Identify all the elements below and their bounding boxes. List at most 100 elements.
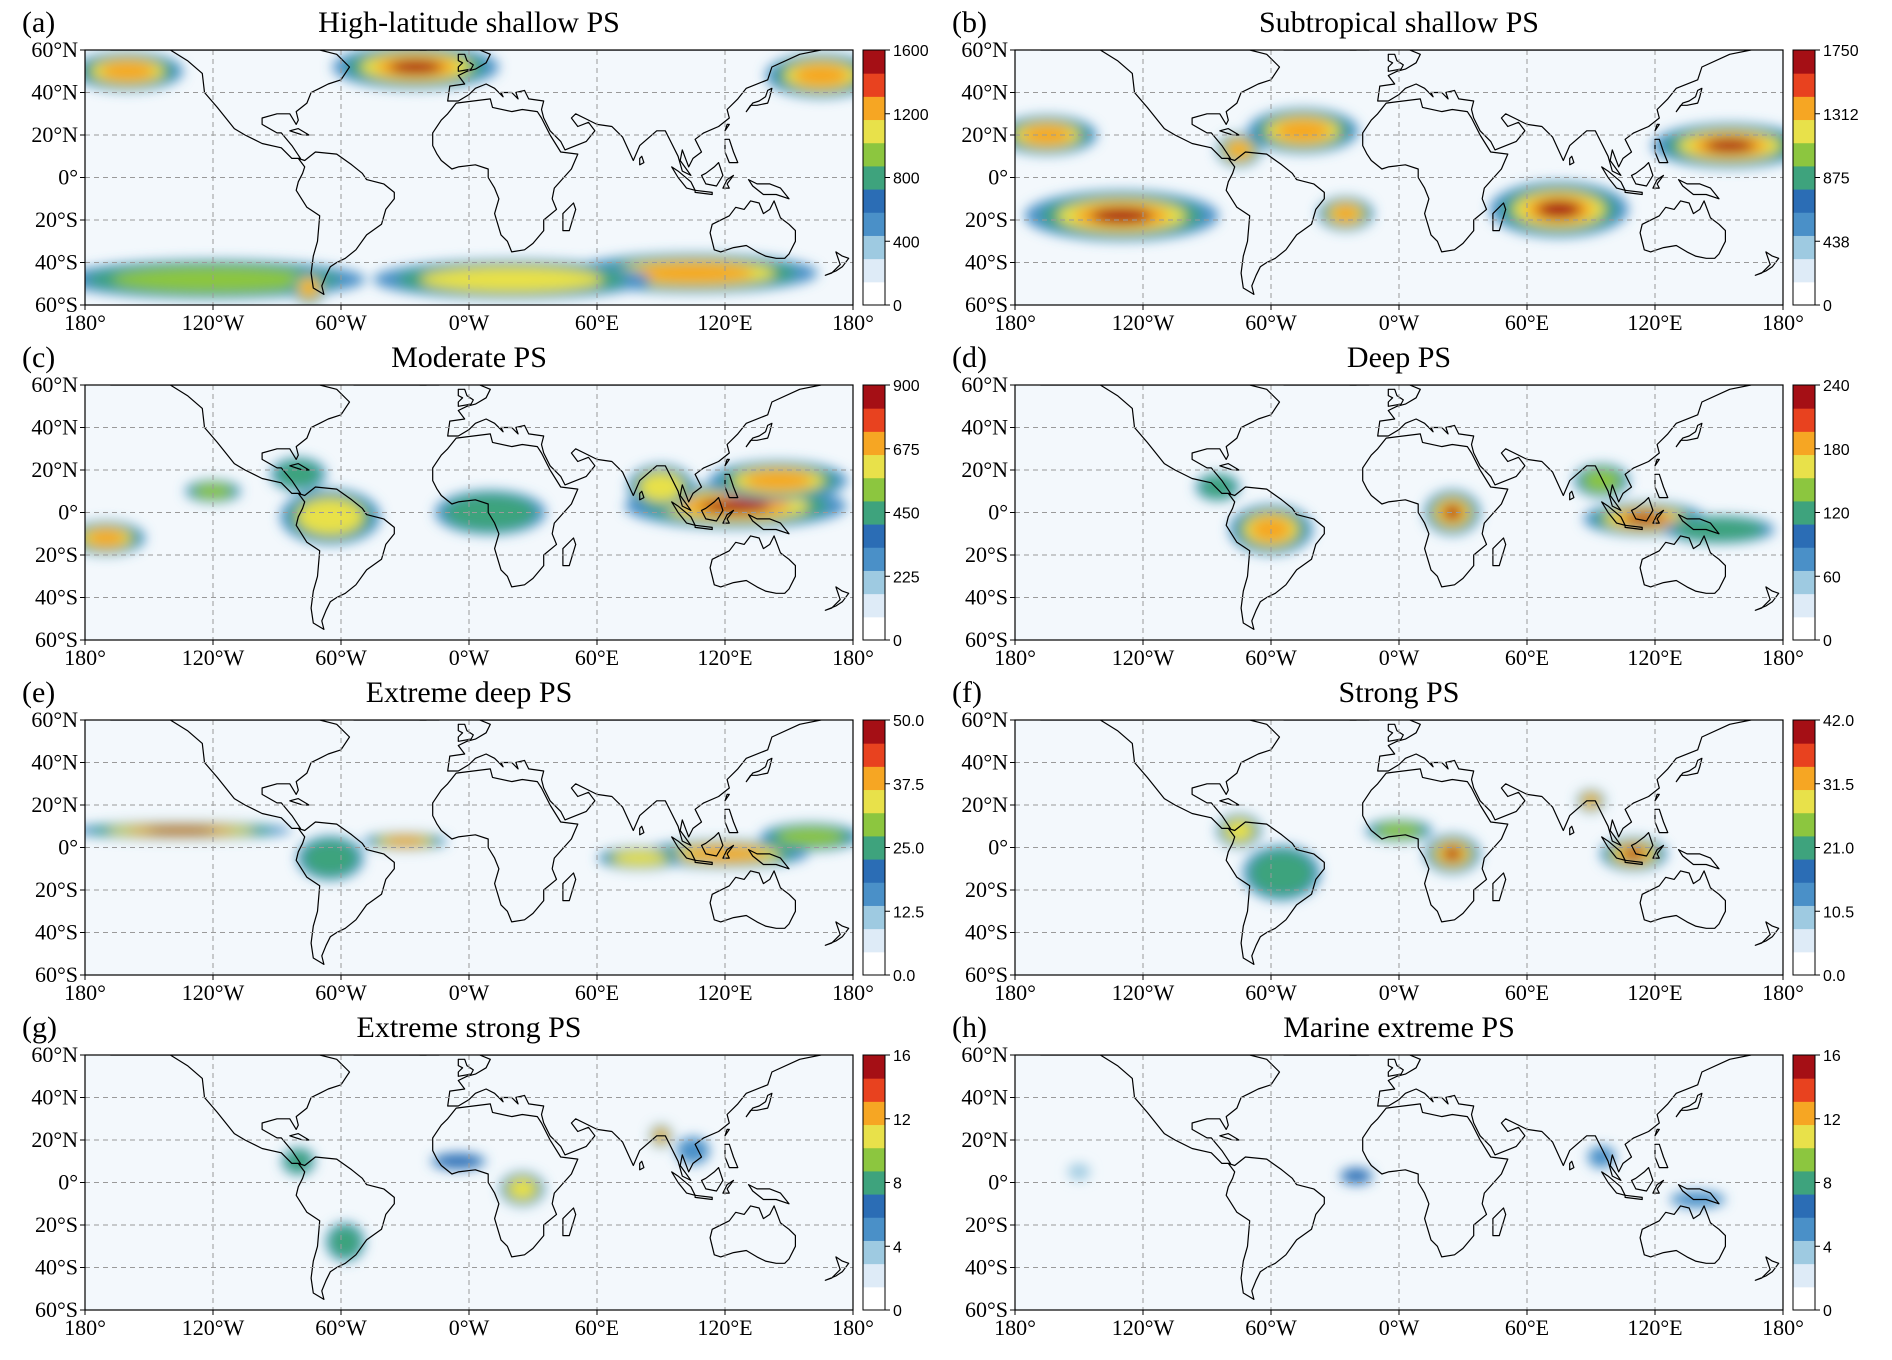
coastline-australia — [709, 535, 796, 594]
coastline-madagascar — [562, 537, 577, 567]
hotspot-mark — [275, 460, 322, 489]
colorbar-tick-label: 10.5 — [1823, 904, 1854, 921]
coastline-taiwan — [1654, 793, 1660, 802]
lon-tick-label: 120°W — [1112, 310, 1175, 335]
lon-tick-label: 0°W — [449, 980, 490, 1005]
lon-tick-label: 0°W — [1379, 1315, 1420, 1340]
lon-tick-label: 120°W — [182, 645, 245, 670]
colorbar-tick-label: 12 — [893, 1112, 911, 1129]
lat-tick-label: 20°S — [35, 207, 78, 232]
coastline-north-america — [110, 1055, 351, 1164]
lon-tick-label: 0°W — [1379, 310, 1420, 335]
coastline-cuba — [1219, 798, 1240, 806]
coastline-africa — [1362, 768, 1509, 923]
map-panel: (g) Extreme strong PS 60°N 40°N 20°N 0° 20°S 40… — [0, 1005, 920, 1340]
coastline-uk — [457, 1058, 474, 1077]
map-panel: (e) Extreme deep PS 60°N 40°N 20°N 0° 20°S 40°S… — [0, 670, 924, 1005]
lon-tick-label: 180° — [994, 310, 1036, 335]
colorbar-tick-label: 0.0 — [893, 968, 915, 985]
coastline-japan — [745, 422, 773, 448]
colorbar-segment — [863, 1263, 885, 1288]
coastline-south-america — [295, 151, 395, 295]
lat-tick-label: 40°S — [35, 585, 78, 610]
lat-tick-label: 20°N — [31, 1127, 78, 1152]
coastline-new-zealand — [1754, 586, 1780, 611]
lon-tick-label: 60°E — [575, 645, 619, 670]
lat-tick-label: 40°S — [35, 920, 78, 945]
colorbar-segment — [863, 1194, 885, 1218]
colorbar-segment — [1793, 1124, 1815, 1149]
colorbar-segment — [863, 789, 885, 814]
coastline-taiwan — [724, 458, 730, 467]
lon-tick-label: 60°E — [1505, 1315, 1549, 1340]
coastline-taiwan — [1654, 123, 1660, 132]
lon-tick-label: 180° — [1762, 1315, 1804, 1340]
coastline-north-america — [110, 50, 351, 159]
colorbar-segment — [1793, 281, 1815, 306]
coastline-australia — [1639, 1205, 1726, 1264]
lon-tick-label: 60°E — [1505, 645, 1549, 670]
colorbar-segment — [863, 385, 885, 409]
lat-tick-label: 60°S — [35, 292, 78, 317]
hotspot-mark — [744, 471, 813, 491]
lon-tick-label: 120°W — [182, 1315, 245, 1340]
colorbar-tick-label: 120 — [1823, 506, 1850, 523]
colorbar-segment — [1793, 50, 1815, 74]
colorbar-segment — [1793, 258, 1815, 283]
colorbar-tick-label: 21.0 — [1823, 841, 1854, 858]
hotspot-mark — [1536, 200, 1582, 219]
coastline-java — [1624, 1194, 1643, 1201]
hotspot-mark — [1342, 1169, 1371, 1184]
coastline-java — [694, 859, 713, 866]
lat-tick-label: 40°N — [31, 750, 78, 775]
colorbar-segment — [1793, 905, 1815, 930]
colorbar-segment — [1793, 1194, 1815, 1218]
coastline-new-guinea — [747, 179, 790, 200]
hotspot-mark — [297, 498, 364, 535]
coastline-uk — [457, 388, 474, 407]
colorbar-segment — [863, 1078, 885, 1102]
colorbar: 0 225 450 675 900 — [862, 378, 920, 650]
colorbar-tick-label: 50.0 — [893, 713, 924, 730]
hotspot-mark — [420, 266, 604, 293]
coastline-australia — [1639, 200, 1726, 259]
lon-tick-label: 180° — [1762, 310, 1804, 335]
hotspot-mark — [87, 529, 126, 547]
panel-letter: (h) — [952, 1011, 987, 1044]
lon-tick-label: 120°W — [182, 980, 245, 1005]
lon-tick-label: 120°W — [1112, 645, 1175, 670]
coastline-australia — [1639, 535, 1726, 594]
coastline-borneo — [700, 162, 724, 187]
lon-tick-label: 120°E — [1627, 1315, 1682, 1340]
lat-tick-label: 40°N — [31, 80, 78, 105]
coastline-cuba — [289, 128, 310, 136]
panel-letter: (d) — [952, 341, 987, 374]
coastline-cuba — [289, 1133, 310, 1141]
colorbar-segment — [863, 928, 885, 953]
hotspot-mark — [1249, 850, 1314, 896]
coastline-new-guinea — [1677, 179, 1720, 200]
lat-tick-label: 20°S — [35, 1212, 78, 1237]
colorbar-tick-label: 60 — [1823, 569, 1841, 586]
colorbar-segment — [1793, 1217, 1815, 1241]
lon-tick-label: 180° — [64, 310, 106, 335]
map-panel: (c) Moderate PS 60°N 40°N 20°N 0° 20°S 40°S 60°S… — [0, 335, 920, 670]
colorbar-tick-label: 42.0 — [1823, 713, 1854, 730]
colorbar-tick-label: 225 — [893, 569, 920, 586]
colorbar: 0 60 120 180 240 — [1792, 378, 1850, 650]
hotspot-mark — [1443, 847, 1462, 861]
lon-tick-label: 60°W — [315, 310, 367, 335]
colorbar: 0 4 8 12 16 — [1792, 1048, 1841, 1320]
lat-tick-label: 20°S — [965, 542, 1008, 567]
coastline-madagascar — [1492, 1207, 1507, 1237]
hotspot-mark — [1199, 475, 1237, 499]
colorbar-segment — [863, 189, 885, 213]
coastline-africa — [1362, 1103, 1509, 1258]
colorbar-tick-label: 0 — [1823, 1303, 1832, 1320]
coastline-taiwan — [724, 793, 730, 802]
hotspot-mark — [612, 850, 668, 866]
colorbar-segment — [863, 258, 885, 283]
